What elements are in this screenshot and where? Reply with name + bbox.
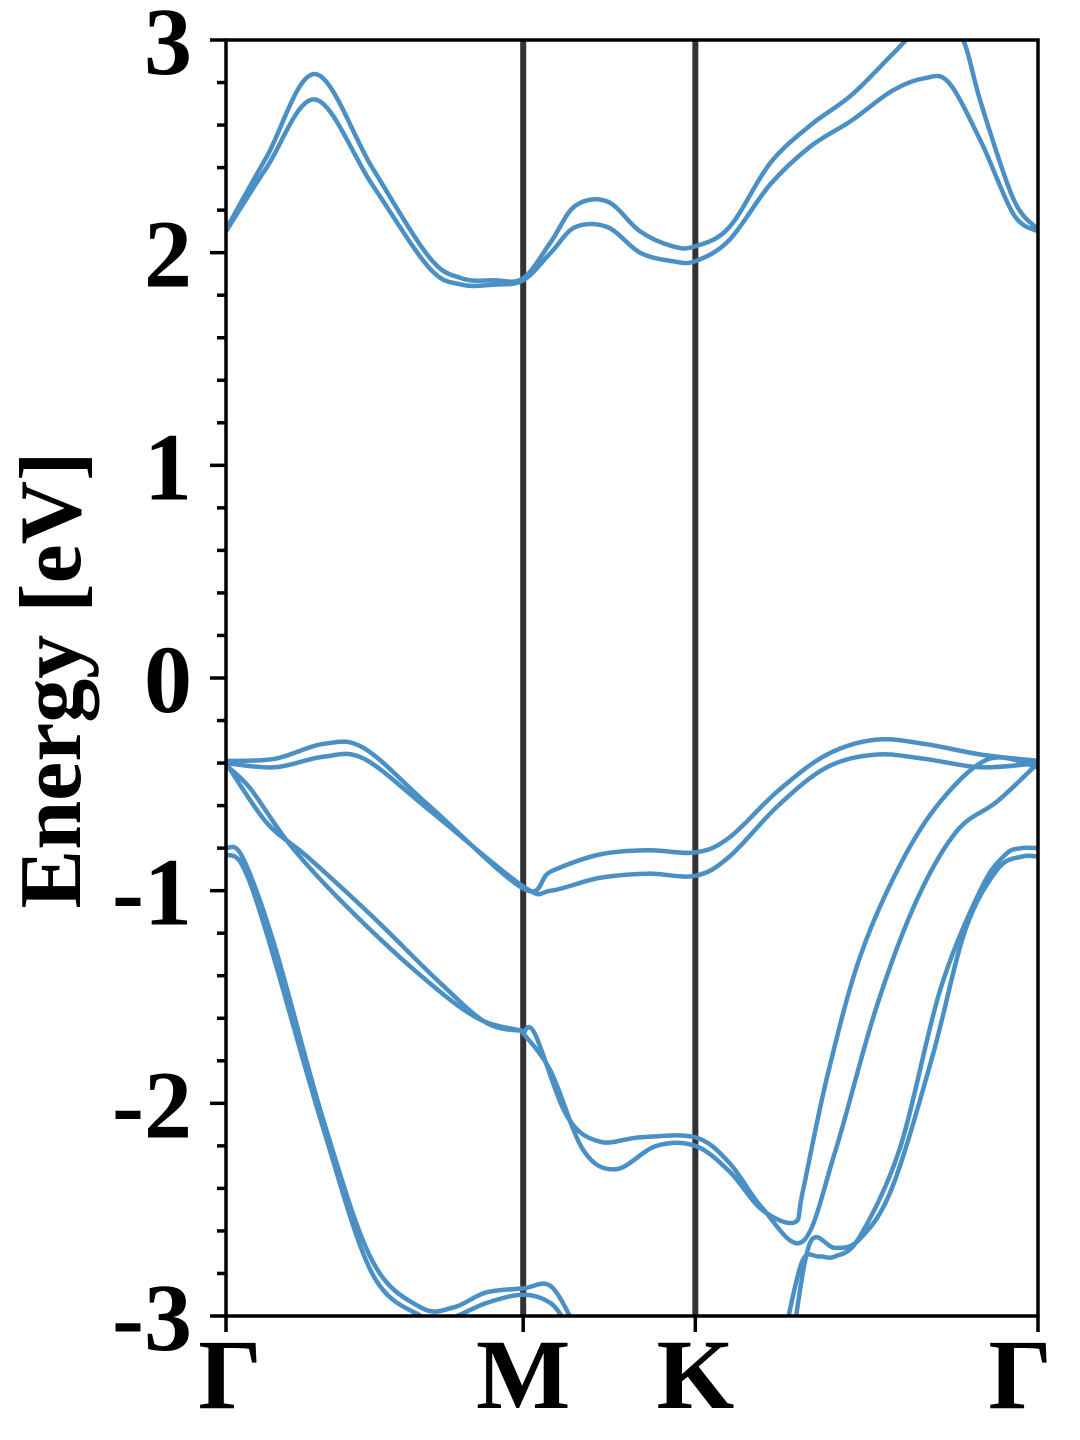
y-tick-label: 0 xyxy=(144,626,192,733)
band-line-1 xyxy=(226,73,1038,289)
band-line-4 xyxy=(226,751,1038,897)
y-axis-ticks: 3 2 1 0 -1 -2 -3 xyxy=(112,0,226,1371)
band-line-5 xyxy=(226,760,526,1034)
band-line-2 xyxy=(226,40,1038,284)
y-tick-label: 3 xyxy=(144,0,192,95)
high-symmetry-dividers xyxy=(520,40,699,1316)
y-tick-label: 1 xyxy=(144,413,192,520)
band-line-7 xyxy=(520,755,1038,1226)
band-line-6 xyxy=(226,762,526,1034)
y-tick-label: -3 xyxy=(112,1264,192,1371)
x-tick-label-0: Γ xyxy=(198,1319,262,1430)
y-axis-label: Energy [eV] xyxy=(3,452,100,909)
y-tick-label: -2 xyxy=(112,1051,192,1158)
band-line-8 xyxy=(520,760,1038,1246)
x-tick-label-2: K xyxy=(656,1319,734,1430)
band-line-11 xyxy=(786,845,1038,1316)
x-tick-label-3: Γ xyxy=(988,1319,1052,1430)
y-tick-label: 2 xyxy=(144,201,192,308)
y-tick-label: -1 xyxy=(112,839,192,946)
band-line-3 xyxy=(226,736,1038,894)
band-line-12 xyxy=(793,853,1038,1316)
plot-frame xyxy=(224,38,1040,1318)
x-tick-label-1: M xyxy=(476,1319,570,1430)
band-line-10 xyxy=(226,852,565,1316)
band-line-9 xyxy=(226,844,573,1316)
energy-bands xyxy=(226,40,1038,1316)
